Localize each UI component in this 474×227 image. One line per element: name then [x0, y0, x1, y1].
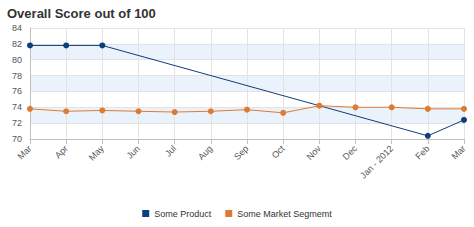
svg-text:Apr: Apr — [53, 143, 70, 160]
svg-text:76: 76 — [12, 86, 22, 96]
svg-text:Oct: Oct — [270, 143, 287, 160]
svg-text:Dec: Dec — [341, 143, 360, 162]
svg-text:Some Product: Some Product — [154, 209, 212, 219]
svg-text:70: 70 — [12, 134, 22, 144]
svg-text:72: 72 — [12, 118, 22, 128]
svg-text:Jun: Jun — [125, 143, 142, 160]
svg-text:Mar: Mar — [16, 143, 34, 161]
svg-text:Jul: Jul — [163, 143, 178, 158]
svg-text:Some Market Segmemt: Some Market Segmemt — [237, 209, 332, 219]
svg-text:82: 82 — [12, 39, 22, 49]
svg-text:80: 80 — [12, 55, 22, 65]
svg-text:Feb: Feb — [413, 143, 431, 161]
svg-text:May: May — [87, 143, 106, 162]
svg-text:78: 78 — [12, 71, 22, 81]
svg-text:Aug: Aug — [196, 143, 214, 161]
svg-text:Jan - 2012: Jan - 2012 — [358, 143, 395, 180]
svg-text:74: 74 — [12, 102, 22, 112]
svg-text:84: 84 — [12, 23, 22, 33]
svg-text:Sep: Sep — [232, 143, 250, 161]
svg-text:Nov: Nov — [304, 143, 323, 162]
svg-text:Overall Score out of 100: Overall Score out of 100 — [7, 6, 156, 21]
svg-text:Mar: Mar — [450, 143, 468, 161]
